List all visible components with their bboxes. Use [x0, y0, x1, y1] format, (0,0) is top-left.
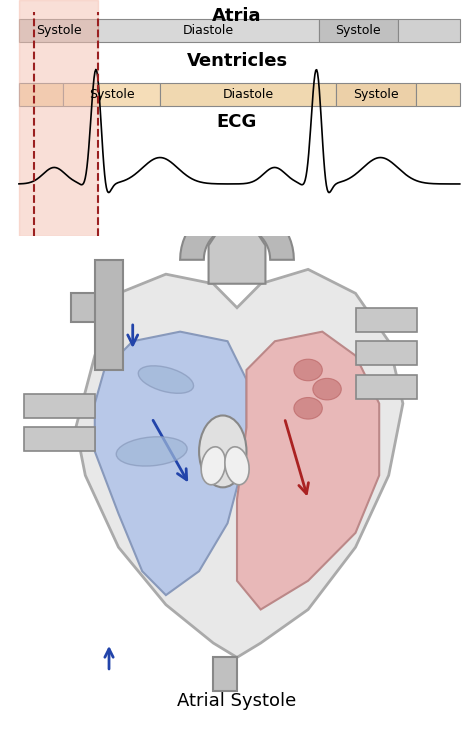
Ellipse shape: [138, 366, 193, 394]
Polygon shape: [356, 308, 417, 332]
Text: Systole: Systole: [353, 88, 399, 101]
FancyBboxPatch shape: [416, 83, 460, 106]
Polygon shape: [24, 394, 95, 418]
Ellipse shape: [225, 447, 249, 485]
Ellipse shape: [294, 359, 322, 381]
FancyBboxPatch shape: [160, 83, 337, 106]
Text: Systole: Systole: [89, 88, 134, 101]
FancyBboxPatch shape: [337, 83, 416, 106]
Polygon shape: [209, 226, 265, 284]
Text: Systole: Systole: [336, 24, 381, 37]
Text: Diastole: Diastole: [223, 88, 274, 101]
Ellipse shape: [116, 437, 187, 466]
Polygon shape: [24, 427, 95, 451]
Text: Atria: Atria: [212, 7, 262, 25]
Text: Systole: Systole: [36, 24, 82, 37]
FancyBboxPatch shape: [98, 19, 319, 43]
Polygon shape: [213, 657, 237, 691]
Polygon shape: [95, 260, 123, 370]
Text: Atrial Systole: Atrial Systole: [177, 692, 297, 710]
Text: Diastole: Diastole: [183, 24, 234, 37]
FancyBboxPatch shape: [398, 19, 460, 43]
Bar: [19, 0, 98, 236]
Polygon shape: [356, 375, 417, 399]
Polygon shape: [76, 269, 403, 657]
FancyBboxPatch shape: [63, 83, 160, 106]
Ellipse shape: [294, 397, 322, 419]
FancyBboxPatch shape: [19, 83, 63, 106]
Polygon shape: [356, 341, 417, 366]
Ellipse shape: [201, 447, 226, 485]
Polygon shape: [237, 332, 379, 609]
Ellipse shape: [313, 378, 341, 400]
Text: Ventricles: Ventricles: [186, 52, 288, 70]
FancyBboxPatch shape: [19, 19, 98, 43]
Polygon shape: [95, 332, 246, 595]
Polygon shape: [180, 203, 294, 260]
Polygon shape: [71, 293, 118, 322]
Ellipse shape: [199, 416, 246, 487]
FancyBboxPatch shape: [319, 19, 398, 43]
Text: ECG: ECG: [217, 113, 257, 131]
